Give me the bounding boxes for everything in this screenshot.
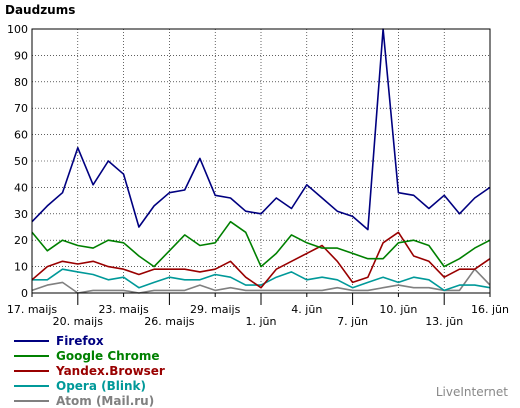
series-layer — [31, 28, 491, 294]
legend-swatch-opera-blink — [14, 384, 49, 387]
legend-item-google-chrome: Google Chrome — [14, 348, 165, 363]
legend-label-atom-mail-ru: Atom (Mail.ru) — [56, 393, 155, 408]
y-tick-label-0: 0 — [21, 287, 28, 300]
y-axis-ticks: 0 10 20 30 40 50 60 70 80 90 100 — [7, 23, 28, 300]
y-tick-label-80: 80 — [14, 76, 28, 89]
legend-label-firefox: Firefox — [56, 333, 104, 348]
x-tick-label: 23. maijs — [98, 303, 149, 316]
x-tick-label: 29. maijs — [190, 303, 241, 316]
legend-item-yandex-browser: Yandex.Browser — [14, 363, 165, 378]
legend-swatch-atom-mail-ru — [14, 399, 49, 402]
y-tick-label-90: 90 — [14, 49, 28, 62]
series-line-atom-mail-ru — [31, 268, 491, 294]
y-tick-label-10: 10 — [14, 261, 28, 274]
legend-swatch-google-chrome — [14, 354, 49, 357]
series-line-firefox — [31, 28, 491, 231]
y-tick-label-100: 100 — [7, 23, 28, 36]
legend-swatch-firefox — [14, 339, 49, 342]
y-tick-label-70: 70 — [14, 102, 28, 115]
x-tick-label: 13. jūn — [425, 315, 463, 328]
x-tick-label: 20. maijs — [53, 315, 104, 328]
x-tick-label: 10. jūn — [379, 303, 417, 316]
x-tick-label: 7. jūn — [337, 315, 368, 328]
y-tick-label-60: 60 — [14, 129, 28, 142]
legend-label-opera-blink: Opera (Blink) — [56, 378, 146, 393]
legend-item-atom-mail-ru: Atom (Mail.ru) — [14, 393, 165, 408]
chart-title: Daudzums — [5, 3, 75, 17]
y-tick-label-30: 30 — [14, 208, 28, 221]
x-tick-label: 17. maijs — [7, 303, 58, 316]
legend-label-yandex-browser: Yandex.Browser — [56, 363, 165, 378]
watermark: LiveInternet — [435, 385, 508, 399]
y-tick-label-50: 50 — [14, 155, 28, 168]
series-line-opera-blink — [32, 268, 491, 292]
legend-item-firefox: Firefox — [14, 333, 165, 348]
legend-label-google-chrome: Google Chrome — [56, 348, 160, 363]
legend-item-opera-blink: Opera (Blink) — [14, 378, 165, 393]
grid — [32, 29, 490, 293]
legend-swatch-yandex-browser — [14, 369, 49, 372]
legend: Firefox Google Chrome Yandex.Browser Ope… — [14, 333, 165, 408]
y-tick-label-40: 40 — [14, 181, 28, 194]
x-tick-label: 26. maijs — [144, 315, 195, 328]
series-line-yandex-browser — [31, 231, 491, 289]
x-tick-label: 1. jūn — [246, 315, 277, 328]
x-tick-label: 16. jūn — [471, 303, 509, 316]
x-tick-label: 4. jūn — [291, 303, 322, 316]
series-line-google-chrome — [31, 220, 491, 268]
y-tick-label-20: 20 — [14, 234, 28, 247]
